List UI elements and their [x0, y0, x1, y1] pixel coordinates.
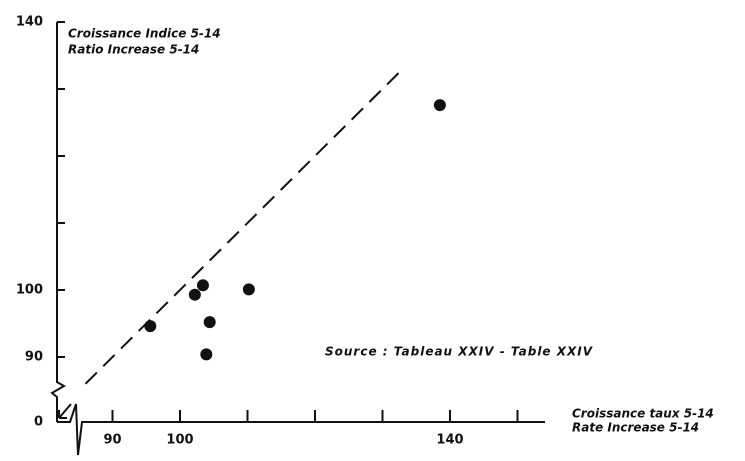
y-label: Ratio Increase 5-14	[68, 43, 199, 57]
x-label: Croissance taux 5-14	[572, 407, 714, 421]
y-tick-label: 0	[34, 415, 43, 430]
point	[200, 348, 213, 361]
point	[196, 279, 209, 292]
y-tick-label: 140	[16, 15, 43, 30]
point	[188, 288, 201, 301]
x-label: Rate Increase 5-14	[572, 421, 699, 435]
point	[144, 320, 157, 333]
point	[203, 316, 216, 329]
reference-line	[84, 71, 401, 385]
y-tick-label: 90	[25, 350, 43, 365]
point	[242, 283, 255, 296]
point	[433, 99, 446, 112]
source-note: Source : Tableau XXIV - Table XXIV	[325, 345, 594, 359]
x-axis	[57, 403, 545, 456]
y-axis	[50, 22, 66, 422]
x-tick-label: 140	[436, 433, 463, 448]
x-tick-label: 100	[166, 433, 193, 448]
y-tick-label: 100	[16, 283, 43, 298]
y-label: Croissance Indice 5-14	[68, 27, 221, 41]
x-tick-label: 90	[103, 433, 121, 448]
axis-arrow	[58, 403, 72, 419]
